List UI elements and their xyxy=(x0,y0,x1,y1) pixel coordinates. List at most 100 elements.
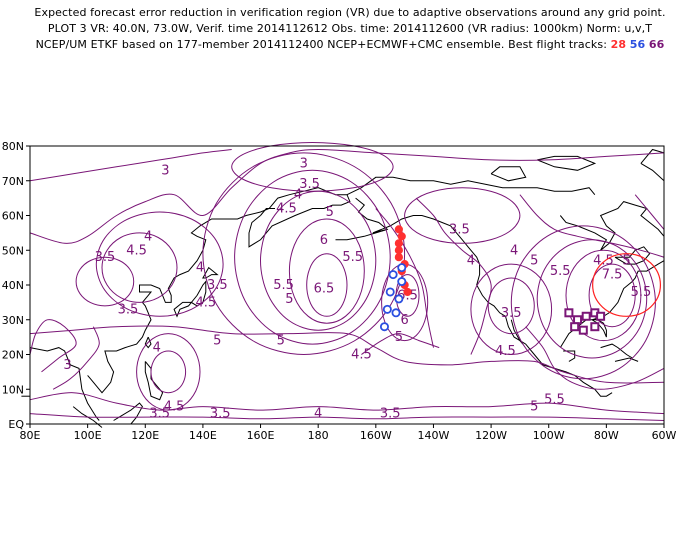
track-56-marker xyxy=(388,270,398,280)
lon-label: 60W xyxy=(652,429,677,442)
contour-label: 3 xyxy=(63,358,71,373)
contour-line xyxy=(634,194,665,230)
contour-line xyxy=(52,326,100,390)
track-56-marker xyxy=(391,308,401,318)
contour-line xyxy=(565,249,642,342)
contour-line xyxy=(536,239,648,359)
plot-title-line-2: PLOT 3 VR: 40.0N, 73.0W, Verif. time 201… xyxy=(47,22,653,35)
contour-line xyxy=(415,197,492,355)
contour-label: 5 xyxy=(622,254,630,269)
coastline-segment xyxy=(173,280,207,318)
lat-label: 50N xyxy=(2,244,24,257)
coastline-segment xyxy=(335,228,388,241)
contour-label: 5 xyxy=(530,254,538,269)
lon-label: 140E xyxy=(189,429,217,442)
track-28-marker xyxy=(394,253,403,262)
contour-label: 3 xyxy=(161,163,169,178)
contour-line xyxy=(29,319,77,373)
lon-label: 160W xyxy=(360,429,392,442)
contour-label: 5.5 xyxy=(273,278,294,293)
contour-label: 4.5 xyxy=(593,254,614,269)
lon-label: 180 xyxy=(308,429,329,442)
lon-label: 140W xyxy=(418,429,450,442)
lat-label: 40N xyxy=(2,279,24,292)
coastline-segment xyxy=(260,208,275,216)
contour-label: 3.5 xyxy=(149,407,170,422)
contour-line xyxy=(259,190,377,331)
track-66-marker xyxy=(578,325,588,335)
contour-label: 3.5 xyxy=(501,306,522,321)
contour-label: 3.5 xyxy=(207,278,228,293)
lon-label: 120W xyxy=(475,429,507,442)
lat-label: 10N xyxy=(2,383,24,396)
lat-label: EQ xyxy=(8,418,24,431)
track-28-marker xyxy=(397,232,406,241)
contour-label: 5 xyxy=(285,292,293,307)
track-label-56: 56 xyxy=(629,38,646,51)
contour-line xyxy=(519,194,665,258)
contour-line xyxy=(470,263,553,356)
lon-label: 160E xyxy=(247,429,275,442)
contour-label: 4 xyxy=(467,254,475,269)
contour-label: 4.5 xyxy=(164,400,185,415)
contour-lines xyxy=(29,141,665,421)
lon-label: 100W xyxy=(533,429,565,442)
lat-label: 60N xyxy=(2,210,24,223)
track-66-marker xyxy=(570,322,580,332)
contour-label: 3 xyxy=(300,156,308,171)
track-66-marker xyxy=(581,311,591,321)
track-label-28: 28 xyxy=(610,38,627,51)
track-66-marker xyxy=(596,311,606,321)
track-66-marker xyxy=(564,308,574,318)
contour-label: 3.5 xyxy=(210,407,231,422)
contour-label: 4 xyxy=(144,229,152,244)
contour-label: 6 xyxy=(320,233,328,248)
track-56-marker xyxy=(397,277,407,287)
plot-title-line-3: NCEP/UM ETKF based on 177-member 2014112… xyxy=(0,38,700,51)
contour-label: 6 xyxy=(400,313,408,328)
contour-line xyxy=(510,225,656,380)
coastline-segment xyxy=(537,155,597,171)
coastline-segment xyxy=(614,246,651,265)
contour-label: 4 xyxy=(153,341,161,356)
contour-line xyxy=(404,187,521,244)
contour-labels: 3 33.544.5 565.53.544.53.543.54.55.556.55 5… xyxy=(63,156,651,421)
contour-label: 5 xyxy=(213,334,221,349)
ensemble-description: NCEP/UM ETKF based on 177-member 2014112… xyxy=(35,38,608,51)
contour-label: 6.5 xyxy=(314,281,335,296)
track-label-66: 66 xyxy=(648,38,665,51)
contour-label: 4 xyxy=(510,243,518,258)
contour-line xyxy=(288,218,365,324)
contour-line xyxy=(29,149,232,182)
contour-line xyxy=(306,253,348,317)
contour-line xyxy=(75,256,135,307)
contour-line xyxy=(588,263,636,328)
contour-label: 4.5 xyxy=(276,202,297,217)
track-56-marker xyxy=(379,322,389,332)
track-56-marker xyxy=(394,294,404,304)
contour-line xyxy=(487,277,535,335)
contour-label: 3.5 xyxy=(299,177,320,192)
contour-label: 4.5 xyxy=(195,295,216,310)
contour-label: 4 xyxy=(196,261,204,276)
contour-label: 5 xyxy=(326,205,334,220)
contour-label: 3.5 xyxy=(380,407,401,422)
contour-label: 3.5 xyxy=(118,302,139,317)
contour-label: 4.5 xyxy=(351,348,372,363)
lat-label: 70N xyxy=(2,175,24,188)
contour-label: 5.5 xyxy=(631,285,652,300)
contour-line xyxy=(136,333,201,411)
track-28-marker xyxy=(394,246,403,255)
contour-label: 5.5 xyxy=(550,264,571,279)
coastline-segment xyxy=(600,343,633,359)
coastline-segment xyxy=(490,166,527,182)
contour-line xyxy=(150,350,187,394)
contour-label: 5 xyxy=(277,334,285,349)
verification-region-ring xyxy=(592,253,662,317)
coastline-segment xyxy=(87,187,351,394)
track-56-marker xyxy=(382,304,392,314)
contour-line xyxy=(361,333,440,355)
contour-label: 7.5 xyxy=(602,268,623,283)
contour-line xyxy=(202,152,406,356)
